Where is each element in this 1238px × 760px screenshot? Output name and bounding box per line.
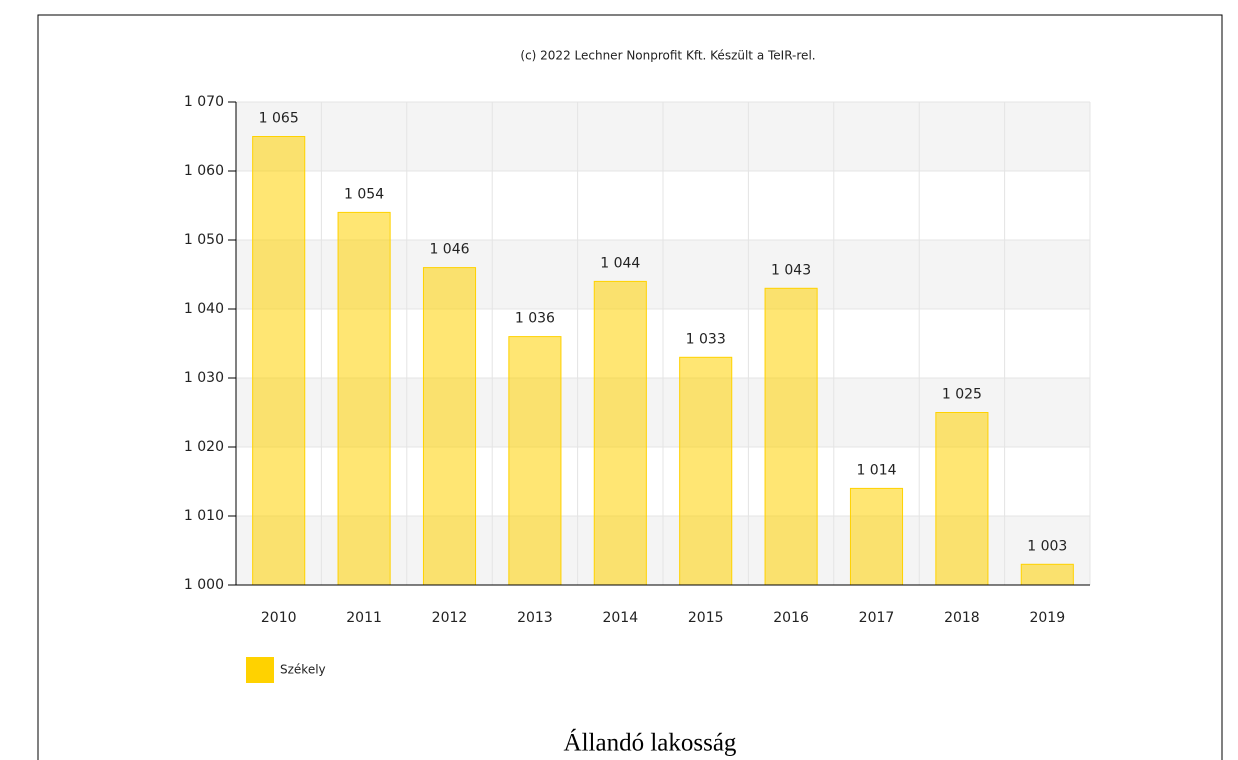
x-tick-label: 2012 — [432, 610, 468, 626]
data-label: 1 044 — [600, 255, 640, 271]
x-tick-label: 2010 — [261, 610, 297, 626]
chart-subtitle: (c) 2022 Lechner Nonprofit Kft. Készült … — [520, 49, 815, 63]
bar — [337, 211, 391, 586]
data-label: 1 003 — [1027, 538, 1067, 554]
bar — [679, 356, 733, 586]
y-tick-label: 1 050 — [184, 232, 224, 248]
bar — [935, 412, 989, 586]
x-tick-label: 2018 — [944, 610, 980, 626]
x-tick-label: 2017 — [859, 610, 895, 626]
bar — [252, 136, 306, 586]
y-tick-label: 1 000 — [184, 577, 224, 593]
data-label: 1 043 — [771, 262, 811, 278]
x-tick-label: 2015 — [688, 610, 724, 626]
data-label: 1 014 — [856, 462, 896, 478]
data-label: 1 065 — [259, 111, 299, 127]
bar — [593, 280, 647, 586]
bar — [849, 487, 904, 586]
x-tick-label: 2019 — [1029, 610, 1065, 626]
legend-swatch — [246, 657, 274, 683]
data-label: 1 036 — [515, 311, 555, 327]
y-tick-label: 1 040 — [184, 301, 224, 317]
data-label: 1 033 — [686, 331, 726, 347]
data-label: 1 046 — [429, 242, 469, 258]
data-label: 1 054 — [344, 186, 384, 202]
bar — [764, 287, 818, 586]
legend-label: Székely — [280, 663, 326, 677]
bar — [508, 336, 562, 586]
bar — [1020, 563, 1074, 586]
y-tick-label: 1 020 — [184, 439, 224, 455]
x-tick-label: 2013 — [517, 610, 553, 626]
frame — [37, 14, 1223, 760]
bar — [422, 267, 477, 586]
y-tick-label: 1 070 — [184, 94, 224, 110]
y-tick-label: 1 030 — [184, 370, 224, 386]
x-tick-label: 2011 — [346, 610, 382, 626]
x-tick-label: 2014 — [602, 610, 638, 626]
x-tick-label: 2016 — [773, 610, 809, 626]
chart-caption: Állandó lakosság — [564, 729, 737, 757]
y-tick-label: 1 010 — [184, 508, 224, 524]
y-tick-label: 1 060 — [184, 163, 224, 179]
data-label: 1 025 — [942, 387, 982, 403]
